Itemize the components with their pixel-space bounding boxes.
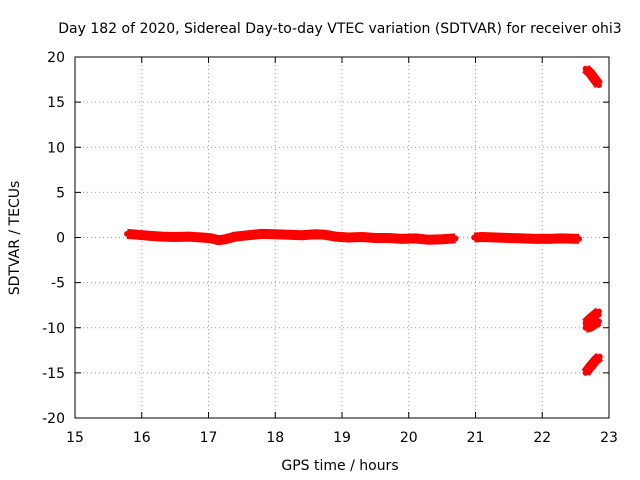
x-tick-label: 22 bbox=[533, 430, 551, 446]
data-point bbox=[532, 235, 539, 242]
data-point bbox=[322, 231, 329, 238]
x-tick-label: 21 bbox=[467, 430, 485, 446]
data-point bbox=[258, 230, 265, 237]
data-point bbox=[158, 233, 165, 240]
series-0 bbox=[124, 228, 459, 246]
data-point bbox=[582, 65, 589, 72]
data-point bbox=[505, 235, 512, 241]
data-point bbox=[576, 235, 582, 242]
y-tick-label: 5 bbox=[56, 185, 65, 201]
y-tick-label: 0 bbox=[56, 231, 65, 247]
data-point bbox=[559, 235, 566, 242]
data-point bbox=[145, 232, 152, 239]
series-4 bbox=[582, 317, 602, 333]
data-point bbox=[425, 236, 432, 243]
data-point bbox=[222, 236, 229, 243]
data-point bbox=[519, 235, 526, 242]
chart-title: Day 182 of 2020, Sidereal Day-to-day VTE… bbox=[58, 21, 621, 37]
data-point bbox=[596, 353, 603, 360]
x-tick-label: 15 bbox=[66, 430, 84, 446]
axis-ticks: 15 16 17 18 19 20 21 22 23 -20 -15 -10 -5 0 5 10 15 20 bbox=[42, 50, 618, 446]
x-tick-label: 23 bbox=[600, 430, 618, 446]
y-tick-label: -5 bbox=[51, 276, 65, 292]
x-tick-label: 18 bbox=[266, 430, 284, 446]
data-point bbox=[124, 230, 131, 237]
y-axis-label: SDTVAR / TECUs bbox=[7, 181, 23, 296]
data-point bbox=[452, 235, 459, 242]
data-point bbox=[592, 357, 599, 364]
data-points bbox=[124, 65, 604, 376]
x-tick-label: 16 bbox=[133, 430, 151, 446]
data-point bbox=[185, 233, 192, 240]
x-axis-label: GPS time / hours bbox=[281, 458, 398, 474]
data-point bbox=[312, 231, 319, 238]
data-point bbox=[587, 70, 594, 77]
data-point bbox=[172, 234, 179, 240]
data-point bbox=[399, 235, 406, 242]
y-tick-label: 10 bbox=[47, 140, 65, 156]
data-point bbox=[345, 234, 352, 241]
data-point bbox=[596, 308, 602, 315]
data-point bbox=[208, 235, 215, 242]
data-point bbox=[479, 234, 486, 240]
data-point bbox=[285, 231, 292, 238]
data-point bbox=[492, 234, 499, 241]
y-tick-label: -20 bbox=[42, 411, 65, 427]
data-point bbox=[412, 235, 419, 242]
data-point bbox=[332, 233, 339, 240]
y-tick-label: -15 bbox=[42, 366, 65, 382]
data-point bbox=[582, 324, 589, 331]
data-point bbox=[372, 235, 379, 241]
series-2 bbox=[582, 65, 604, 88]
data-point bbox=[471, 234, 478, 241]
y-tick-label: -10 bbox=[42, 321, 65, 337]
data-point bbox=[587, 323, 594, 330]
series-track bbox=[126, 228, 456, 246]
data-point bbox=[359, 234, 365, 240]
data-point bbox=[232, 233, 239, 240]
data-point bbox=[298, 232, 305, 239]
x-tick-label: 20 bbox=[400, 430, 418, 446]
data-point bbox=[592, 77, 599, 84]
data-point bbox=[439, 236, 446, 243]
x-tick-label: 17 bbox=[200, 430, 218, 446]
data-point bbox=[198, 234, 205, 241]
data-point bbox=[596, 318, 602, 325]
y-tick-label: 20 bbox=[47, 50, 65, 66]
data-point bbox=[385, 235, 392, 241]
data-point bbox=[587, 363, 594, 370]
series-1 bbox=[471, 232, 582, 244]
series-5 bbox=[581, 352, 604, 376]
data-point bbox=[272, 231, 279, 238]
data-point bbox=[215, 237, 222, 244]
y-tick-label: 15 bbox=[47, 95, 65, 111]
x-tick-label: 19 bbox=[333, 430, 351, 446]
data-point bbox=[582, 369, 589, 376]
data-point bbox=[245, 232, 252, 239]
data-point bbox=[135, 231, 142, 238]
data-point bbox=[596, 82, 602, 88]
data-point bbox=[545, 235, 552, 242]
